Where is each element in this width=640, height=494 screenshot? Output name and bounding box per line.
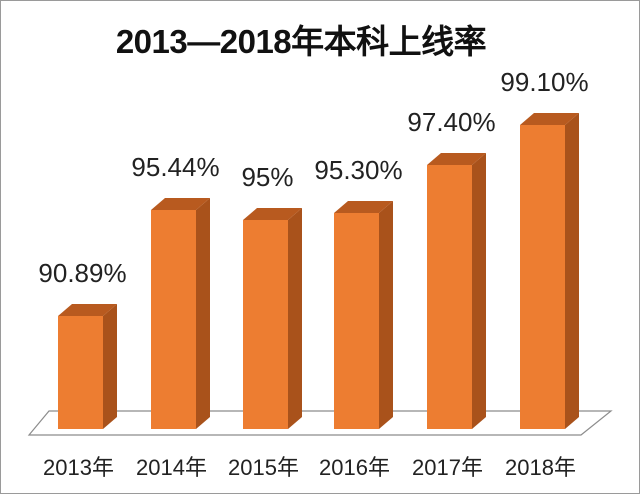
bar-side — [288, 208, 302, 429]
bar-front — [334, 213, 379, 429]
data-label: 99.10% — [500, 67, 588, 97]
data-label: 95% — [241, 162, 293, 192]
bar-side — [565, 113, 579, 429]
bar-side — [103, 304, 117, 429]
x-axis-label: 2015年 — [228, 455, 299, 480]
bar-front — [427, 165, 472, 429]
x-axis-label: 2017年 — [412, 455, 483, 480]
bar-front — [520, 125, 565, 429]
x-axis-label: 2016年 — [319, 455, 390, 480]
x-axis-label: 2018年 — [505, 455, 576, 480]
bar-2017年 — [427, 153, 486, 429]
data-label: 95.44% — [131, 152, 219, 182]
bar-2016年 — [334, 201, 393, 429]
x-axis-label: 2014年 — [136, 455, 207, 480]
bar-top — [58, 304, 117, 316]
bar-side — [472, 153, 486, 429]
data-label: 95.30% — [314, 155, 402, 185]
data-label: 90.89% — [38, 258, 126, 288]
data-label: 97.40% — [407, 107, 495, 137]
bar-top — [520, 113, 579, 125]
bar-2015年 — [243, 208, 302, 429]
bar-front — [58, 316, 103, 429]
bar-2014年 — [151, 198, 210, 429]
bar-2013年 — [58, 304, 117, 429]
chart-title: 2013—2018年本科上线率 — [115, 23, 487, 60]
bar-side — [196, 198, 210, 429]
bar-top — [243, 208, 302, 220]
bar-side — [379, 201, 393, 429]
bar-top — [334, 201, 393, 213]
bar-front — [243, 220, 288, 429]
x-axis-label: 2013年 — [43, 455, 114, 480]
bar-top — [151, 198, 210, 210]
bar-front — [151, 210, 196, 429]
bar-top — [427, 153, 486, 165]
bar-2018年 — [520, 113, 579, 429]
